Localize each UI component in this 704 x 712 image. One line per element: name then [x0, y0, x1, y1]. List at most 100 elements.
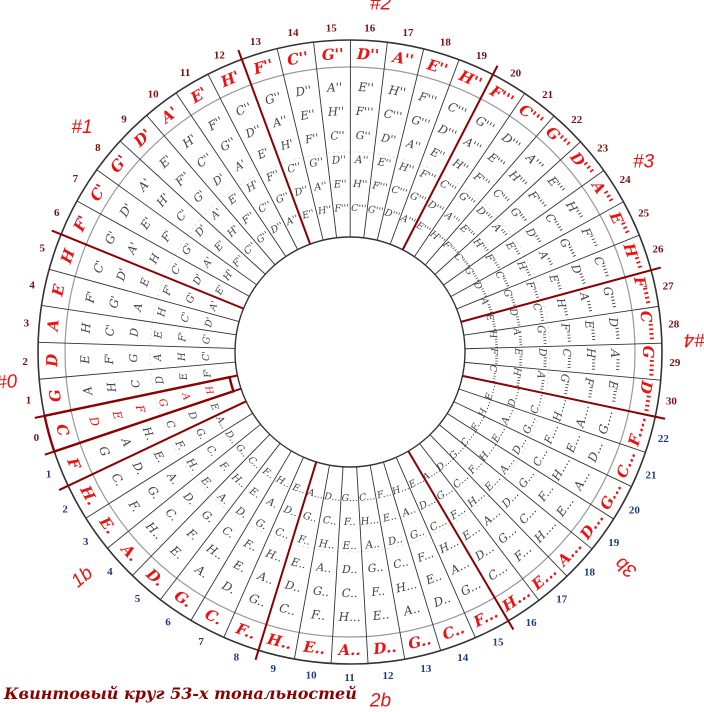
sector-divider-line	[132, 434, 271, 576]
sector-number: 29	[669, 357, 681, 369]
sector-divider-line	[438, 424, 593, 550]
sector-number: 12	[382, 670, 394, 682]
scale-note: G'	[102, 229, 120, 247]
scale-note: F.	[183, 525, 200, 543]
scale-note: C...	[516, 503, 539, 527]
sector-number: 5	[40, 242, 46, 254]
scale-note: G	[156, 397, 170, 408]
scale-note: D''''	[536, 347, 549, 368]
scale-note: G''''	[534, 325, 548, 346]
scale-note: F''''	[558, 322, 573, 344]
scale-note: D..	[431, 591, 453, 610]
scale-note: E'	[254, 146, 270, 163]
scale-note: H..	[263, 546, 284, 564]
sector-divider-line	[376, 48, 425, 241]
scale-note: A''''	[532, 369, 547, 391]
scale-note: A''	[312, 181, 327, 194]
scale-note: E''''	[483, 312, 498, 332]
scale-note: E''	[298, 107, 316, 124]
scale-note: H.	[139, 424, 156, 442]
scale-note: G..	[247, 591, 268, 610]
key-signature-group-label: #3	[633, 151, 655, 172]
tonic-note: G''	[321, 45, 344, 64]
sector-number: 0	[34, 432, 40, 444]
sector-divider-line	[369, 465, 406, 660]
scale-note: E	[178, 371, 190, 382]
tonic-note: G'''	[542, 123, 574, 154]
scale-note: F...	[447, 504, 468, 523]
scale-note: A.	[264, 496, 279, 511]
key-signature-group-label: #1	[71, 117, 92, 138]
scale-note: D'''	[382, 207, 401, 222]
sector-number: 8	[95, 142, 101, 154]
scale-note: F..	[241, 536, 259, 554]
scale-note: E..	[342, 540, 357, 552]
tonic-note: H'	[217, 67, 242, 91]
sector-number: 20	[510, 67, 522, 79]
scale-note: A'''	[536, 248, 555, 270]
group-divider-line	[254, 461, 318, 661]
sector-divider-line	[464, 342, 662, 350]
scale-note: A'''	[523, 150, 547, 174]
scale-note: C.	[109, 471, 127, 489]
scale-note: D...	[471, 541, 496, 564]
scale-note: A...	[447, 556, 471, 578]
scale-note: H..	[203, 540, 226, 562]
sector-number: 11	[180, 67, 190, 79]
key-signature-group-label: 4#4	[684, 328, 704, 350]
scale-note: E.	[246, 485, 262, 501]
scale-note: H..	[142, 518, 165, 542]
sector-divider-line	[424, 115, 555, 266]
scale-note: A''	[270, 113, 289, 131]
scale-note: E...	[563, 431, 584, 455]
scale-note: D...	[498, 488, 521, 511]
sector-number: 4	[29, 280, 35, 292]
scale-note: C..	[278, 601, 297, 618]
scale-note: A.	[164, 469, 182, 487]
scale-note: D...	[510, 435, 530, 457]
tonic-note: G	[45, 388, 65, 403]
scale-note: D''	[330, 154, 346, 167]
scale-note: E	[78, 355, 92, 365]
scale-note: D'	[116, 201, 135, 220]
sector-number: 17	[402, 27, 414, 39]
scale-note: E..	[423, 569, 444, 588]
sector-divider-line	[356, 466, 369, 664]
scale-note: C..	[342, 586, 358, 600]
tonic-note: D	[43, 354, 61, 369]
scale-note: D.	[129, 458, 148, 477]
tonic-note: G..	[406, 630, 432, 653]
scale-note: H''''	[584, 347, 599, 371]
scale-note: A'''	[489, 220, 509, 241]
scale-note: H'	[244, 178, 261, 195]
scale-note: F.	[216, 459, 231, 473]
scale-note: H.	[183, 455, 201, 473]
scale-note: A	[118, 435, 134, 449]
scale-note: D....	[506, 386, 522, 410]
sector-number: 21	[645, 470, 656, 482]
tonic-note: C''	[286, 48, 310, 69]
key-signature-group-label: 3b	[611, 552, 641, 582]
sector-divider-line	[456, 234, 640, 310]
sector-number: 11	[344, 672, 354, 684]
sector-number: 12	[214, 49, 226, 61]
sector-number: 13	[250, 36, 262, 48]
scale-note: C''	[286, 161, 303, 176]
scale-note: E..	[289, 555, 308, 571]
scale-note: H'	[225, 224, 242, 241]
scale-note: C..	[322, 515, 337, 528]
scale-note: A..	[315, 560, 332, 575]
middle-guide-ring	[149, 151, 551, 553]
scale-note: D'	[203, 316, 216, 329]
scale-note: H...	[359, 515, 379, 528]
scale-note: D.	[232, 504, 249, 521]
scale-note: F.	[172, 438, 187, 453]
scale-note: C....	[528, 392, 545, 415]
scale-note: E''	[333, 179, 347, 191]
scale-note: F...	[415, 547, 436, 565]
sector-number: 4	[107, 566, 113, 578]
scale-note: F''	[264, 168, 282, 185]
scale-note: C...	[428, 515, 449, 534]
scale-note: E.	[198, 474, 215, 491]
scale-note: A...	[570, 468, 592, 493]
